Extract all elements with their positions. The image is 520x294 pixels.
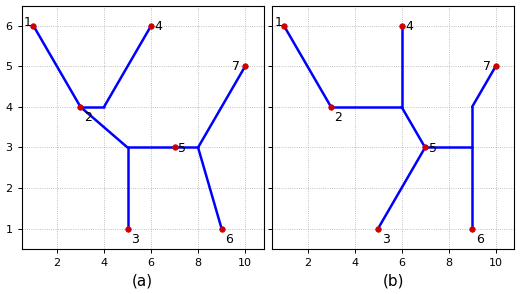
Text: 2: 2 bbox=[334, 111, 343, 124]
Text: 3: 3 bbox=[382, 233, 389, 246]
Text: 6: 6 bbox=[476, 233, 484, 246]
Text: 4: 4 bbox=[405, 20, 413, 33]
Text: 5: 5 bbox=[428, 141, 437, 155]
Text: 2: 2 bbox=[84, 111, 92, 124]
Text: 3: 3 bbox=[131, 233, 139, 246]
Text: 1: 1 bbox=[275, 16, 282, 29]
X-axis label: (a): (a) bbox=[132, 273, 153, 288]
Text: 5: 5 bbox=[178, 141, 186, 155]
X-axis label: (b): (b) bbox=[383, 273, 404, 288]
Text: 7: 7 bbox=[483, 61, 491, 74]
Text: 7: 7 bbox=[232, 61, 240, 74]
Text: 1: 1 bbox=[24, 16, 32, 29]
Text: 6: 6 bbox=[225, 233, 233, 246]
Text: 4: 4 bbox=[154, 20, 162, 33]
